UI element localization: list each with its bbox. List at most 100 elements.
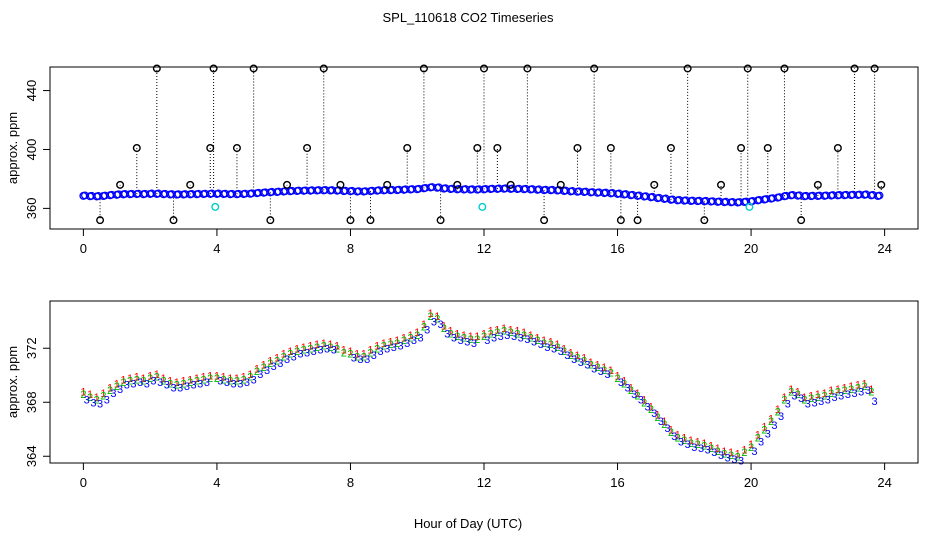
level-2-point: 2 <box>167 378 173 390</box>
level-1-point: 1 <box>87 389 93 401</box>
level-1-point: 1 <box>848 381 854 393</box>
level-2-point: 2 <box>621 378 627 390</box>
level-3-point: 3 <box>357 354 363 366</box>
level-1-point: 1 <box>735 449 741 461</box>
level-1-point: 1 <box>528 330 534 342</box>
level-3-point: 3 <box>384 343 390 355</box>
level-1-point: 1 <box>862 378 868 390</box>
x-tick-label: 0 <box>80 475 87 490</box>
level-1-point: 1 <box>94 392 100 404</box>
level-2-point: 2 <box>841 385 847 397</box>
x-tick-label: 20 <box>744 475 758 490</box>
outlier-point <box>717 180 726 189</box>
level-2-point: 2 <box>147 373 153 385</box>
x-tick-label: 4 <box>213 475 220 490</box>
y-tick-label: 440 <box>24 80 39 102</box>
flagged-point <box>478 202 487 211</box>
bottom-y-axis-label: approx. ppm <box>5 346 20 418</box>
level-3-point: 3 <box>725 453 731 465</box>
level-3-point: 3 <box>511 331 517 343</box>
level-2-point: 2 <box>301 345 307 357</box>
level-3-point: 3 <box>284 354 290 366</box>
outlier-point <box>96 216 105 225</box>
level-2-point: 2 <box>688 438 694 450</box>
outlier-point <box>419 64 428 73</box>
level-2-point: 2 <box>448 328 454 340</box>
level-1-point: 1 <box>227 373 233 385</box>
level-1-point: 1 <box>635 388 641 400</box>
level-1-point: 1 <box>207 370 213 382</box>
level-2-point: 2 <box>715 446 721 458</box>
level-3-point: 3 <box>117 384 123 396</box>
level-2-point: 2 <box>267 358 273 370</box>
level-3-point: 3 <box>564 350 570 362</box>
level-2-point: 2 <box>321 341 327 353</box>
level-1-point: 1 <box>775 404 781 416</box>
level-3-point: 3 <box>604 369 610 381</box>
top-y-axis-label: approx. ppm <box>5 112 20 184</box>
outlier-point <box>232 143 241 152</box>
level-1-point: 1 <box>354 349 360 361</box>
level-1-point: 1 <box>868 384 874 396</box>
outlier-point <box>683 64 692 73</box>
level-1-point: 1 <box>681 432 687 444</box>
level-1-point: 1 <box>715 443 721 455</box>
level-3-point: 3 <box>578 357 584 369</box>
level-3-point: 3 <box>845 389 851 401</box>
level-2-point: 2 <box>87 392 93 404</box>
level-3-point: 3 <box>351 353 357 365</box>
outlier-point <box>540 216 549 225</box>
level-1-point: 1 <box>488 326 494 338</box>
outlier-point <box>209 64 218 73</box>
outlier-point <box>650 180 659 189</box>
level-1-point: 1 <box>501 323 507 335</box>
level-1-point: 1 <box>134 372 140 384</box>
top-outlier-stems <box>99 68 882 221</box>
level-2-point: 2 <box>414 330 420 342</box>
x-tick-label: 24 <box>877 241 891 256</box>
level-3-point: 3 <box>464 337 470 349</box>
level-3-point: 3 <box>584 359 590 371</box>
level-3-point: 3 <box>691 442 697 454</box>
outlier-point <box>780 64 789 73</box>
level-2-point: 2 <box>180 378 186 390</box>
level-3-point: 3 <box>458 335 464 347</box>
level-1-point: 1 <box>387 337 393 349</box>
level-1-point: 1 <box>114 378 120 390</box>
level-3-point: 3 <box>84 395 90 407</box>
level-1-point: 1 <box>261 359 267 371</box>
x-axis-label: Hour of Day (UTC) <box>414 516 522 531</box>
level-2-point: 2 <box>381 341 387 353</box>
level-2-point: 2 <box>521 330 527 342</box>
level-3-point: 3 <box>711 447 717 459</box>
level-1-point: 1 <box>781 392 787 404</box>
level-3-point: 3 <box>371 350 377 362</box>
level-2-point: 2 <box>341 347 347 359</box>
level-3-point: 3 <box>257 369 263 381</box>
level-2-point: 2 <box>808 393 814 405</box>
level-3-point: 3 <box>531 337 537 349</box>
level-1-point: 1 <box>721 446 727 458</box>
y-tick-label: 372 <box>24 337 39 359</box>
top-panel: 0 4 8 12 16 20 24 360 400 440 approx. ppm <box>5 64 919 256</box>
level-3-point: 3 <box>130 378 136 390</box>
level-2-point: 2 <box>107 385 113 397</box>
level-3-point: 3 <box>391 342 397 354</box>
level-2-point: 2 <box>721 449 727 461</box>
level-3-point: 3 <box>97 399 103 411</box>
outlier-point <box>573 143 582 152</box>
level-3-point: 3 <box>431 316 437 328</box>
level-2-point: 2 <box>828 388 834 400</box>
level-1-point: 1 <box>514 326 520 338</box>
level-3-point: 3 <box>524 334 530 346</box>
level-2-point: 2 <box>274 355 280 367</box>
level-1-point: 1 <box>795 386 801 398</box>
level-3-point: 3 <box>498 331 504 343</box>
level-1-point: 1 <box>314 339 320 351</box>
level-2-point: 2 <box>187 377 193 389</box>
level-2-point: 2 <box>608 368 614 380</box>
level-3-point: 3 <box>838 391 844 403</box>
level-2-point: 2 <box>514 328 520 340</box>
outlier-point <box>666 143 675 152</box>
